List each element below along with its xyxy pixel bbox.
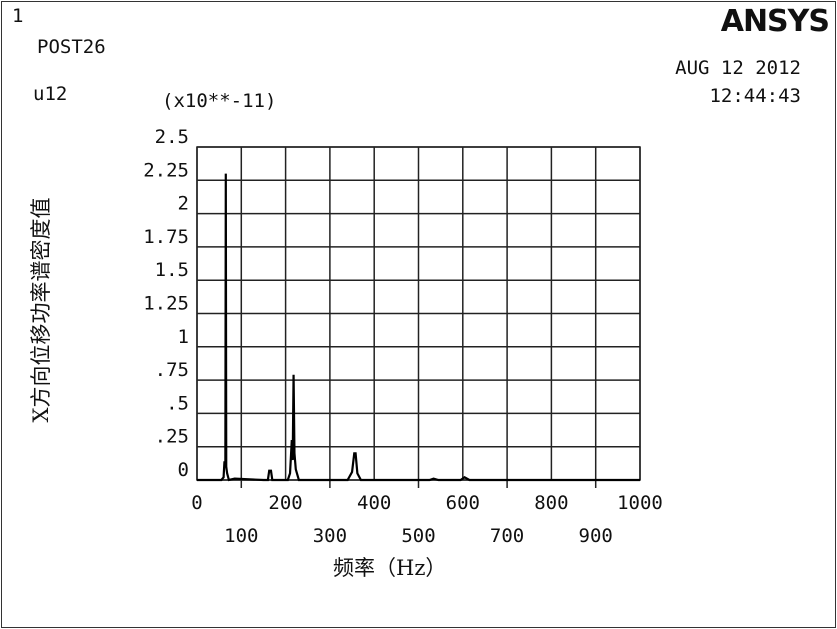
y-tick-label: 2 xyxy=(178,193,189,215)
y-tick-label: 2.5 xyxy=(155,126,189,148)
y-tick-label: .75 xyxy=(155,359,189,381)
x-tick-label: 100 xyxy=(224,525,258,547)
x-axis-label: 频率（Hz） xyxy=(333,556,447,580)
y-tick-label: 2.25 xyxy=(143,159,189,181)
y-tick-label: .25 xyxy=(155,426,189,448)
x-tick-label: 700 xyxy=(490,525,524,547)
date-label: AUG 12 2012 xyxy=(675,57,801,79)
x-tick-label: 900 xyxy=(579,525,613,547)
program-label: POST26 xyxy=(37,36,106,58)
psd-series-line xyxy=(197,173,640,482)
ansys-logo: ANSYS xyxy=(720,4,830,39)
x-tick-label: 500 xyxy=(401,525,435,547)
y-tick-label: .5 xyxy=(166,392,189,414)
time-label: 12:44:43 xyxy=(709,85,801,107)
y-tick-label: 1.25 xyxy=(143,293,189,315)
x-tick-label: 400 xyxy=(357,492,391,514)
x-tick-label: 800 xyxy=(534,492,568,514)
x-tick-label: 200 xyxy=(268,492,302,514)
y-tick-label: 0 xyxy=(178,459,189,481)
y-tick-label: 1.5 xyxy=(155,259,189,281)
x-tick-label: 300 xyxy=(313,525,347,547)
x-tick-label: 1000 xyxy=(617,492,663,514)
variable-label: u12 xyxy=(33,83,68,105)
x-tick-label: 0 xyxy=(191,492,202,514)
y-multiplier: (x10**-11) xyxy=(162,90,277,112)
y-tick-label: 1 xyxy=(178,326,189,348)
x-tick-label: 600 xyxy=(446,492,480,514)
y-tick-label: 1.75 xyxy=(143,226,189,248)
window-number: 1 xyxy=(12,5,24,27)
